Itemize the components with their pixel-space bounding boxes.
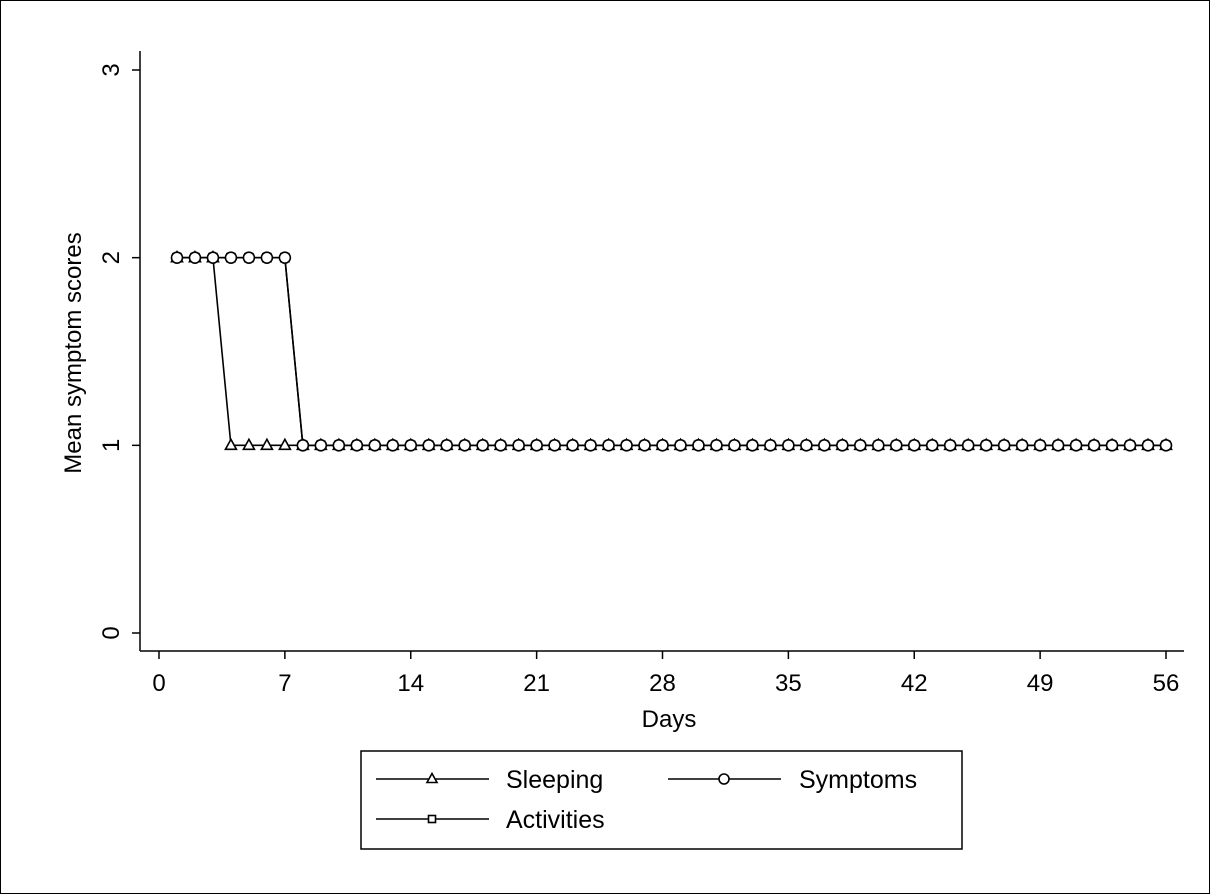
legend-label: Symptoms bbox=[799, 766, 917, 794]
circle-marker bbox=[566, 439, 579, 452]
y-tick-label: 2 bbox=[98, 251, 125, 264]
circle-marker bbox=[620, 439, 633, 452]
circle-marker bbox=[871, 439, 885, 452]
circle-marker bbox=[925, 439, 939, 452]
y-tick-label: 1 bbox=[98, 439, 125, 452]
circle-marker bbox=[332, 439, 346, 452]
x-tick-label: 0 bbox=[152, 670, 165, 697]
triangle-marker bbox=[425, 771, 439, 784]
circle-marker bbox=[710, 439, 723, 452]
circle-marker bbox=[764, 439, 777, 452]
circle-marker bbox=[170, 251, 184, 264]
series-symptoms bbox=[176, 256, 1166, 447]
circle-marker bbox=[782, 439, 795, 452]
circle-marker bbox=[368, 439, 382, 452]
circle-marker bbox=[943, 439, 957, 452]
circle-marker bbox=[278, 251, 292, 264]
circle-marker bbox=[692, 439, 705, 452]
circle-marker bbox=[548, 439, 561, 452]
series-sleeping bbox=[176, 256, 1166, 447]
triangle-marker bbox=[260, 437, 274, 451]
circle-marker bbox=[674, 439, 687, 452]
legend-item-sleeping: Sleeping bbox=[376, 766, 603, 794]
circle-marker bbox=[836, 439, 849, 452]
circle-marker bbox=[907, 439, 921, 452]
x-tick-label: 56 bbox=[1153, 670, 1180, 697]
circle-marker bbox=[458, 439, 471, 452]
circle-marker bbox=[476, 439, 489, 452]
circle-marker bbox=[1123, 439, 1137, 452]
circle-marker bbox=[1105, 439, 1119, 452]
triangle-marker bbox=[224, 437, 238, 451]
series-line bbox=[176, 256, 1166, 447]
legend-box bbox=[360, 750, 963, 850]
circle-marker bbox=[1159, 439, 1173, 452]
legend-item-activities: Activities bbox=[376, 806, 605, 834]
circle-marker bbox=[1069, 439, 1083, 452]
circle-marker bbox=[979, 439, 993, 452]
series-activities bbox=[176, 256, 1166, 447]
markers-symptoms bbox=[170, 251, 1173, 452]
circle-marker bbox=[440, 439, 454, 452]
circle-marker bbox=[854, 439, 867, 452]
circle-marker bbox=[1033, 439, 1047, 452]
x-tick-label: 49 bbox=[1027, 670, 1054, 697]
circle-marker bbox=[512, 439, 525, 452]
circle-marker bbox=[889, 439, 903, 452]
circle-marker bbox=[638, 439, 651, 452]
circle-marker bbox=[296, 439, 310, 452]
circle-marker bbox=[188, 251, 202, 264]
circle-marker bbox=[422, 439, 436, 452]
y-tick-label: 0 bbox=[98, 626, 125, 639]
x-tick-label: 28 bbox=[649, 670, 676, 697]
circle-marker bbox=[718, 773, 730, 785]
circle-marker bbox=[656, 439, 669, 452]
circle-marker bbox=[242, 251, 256, 264]
circle-marker bbox=[800, 439, 813, 452]
circle-marker bbox=[206, 251, 220, 264]
legend-label: Activities bbox=[506, 806, 605, 834]
series-line bbox=[176, 256, 1166, 447]
y-tick-label: 3 bbox=[98, 63, 125, 76]
legend: Sleeping Symptoms Activities bbox=[360, 750, 963, 850]
x-tick-label: 35 bbox=[775, 670, 802, 697]
markers-sleeping bbox=[170, 250, 1173, 451]
circle-marker bbox=[818, 439, 831, 452]
series-line bbox=[176, 256, 1166, 447]
legend-item-symptoms: Symptoms bbox=[668, 766, 917, 794]
x-tick-label: 21 bbox=[523, 670, 550, 697]
circle-marker bbox=[386, 439, 400, 452]
circle-marker bbox=[1015, 439, 1029, 452]
y-axis-label: Mean symptom scores bbox=[60, 232, 87, 473]
circle-marker bbox=[260, 251, 274, 264]
circle-marker bbox=[602, 439, 615, 452]
circle-marker bbox=[1141, 439, 1155, 452]
triangle-marker bbox=[278, 437, 292, 451]
axes: 0 7 14 21 28 35 42 49 56 0 1 2 3 bbox=[98, 51, 1184, 697]
circle-marker bbox=[728, 439, 741, 452]
circle-marker bbox=[961, 439, 975, 452]
markers-activities bbox=[172, 252, 1171, 451]
circle-marker bbox=[584, 439, 597, 452]
x-tick-label: 7 bbox=[278, 670, 291, 697]
circle-marker bbox=[314, 439, 328, 452]
square-marker bbox=[427, 814, 437, 824]
circle-marker bbox=[530, 439, 543, 452]
circle-marker bbox=[404, 439, 418, 452]
circle-marker bbox=[350, 439, 364, 452]
triangle-marker bbox=[242, 437, 256, 451]
circle-marker bbox=[1051, 439, 1065, 452]
circle-marker bbox=[224, 251, 238, 264]
circle-marker bbox=[1087, 439, 1101, 452]
series-layer bbox=[170, 250, 1173, 452]
x-axis-label: Days bbox=[642, 706, 697, 733]
x-tick-label: 42 bbox=[901, 670, 928, 697]
circle-marker bbox=[746, 439, 759, 452]
x-tick-label: 14 bbox=[397, 670, 424, 697]
legend-label: Sleeping bbox=[506, 766, 603, 794]
circle-marker bbox=[997, 439, 1011, 452]
circle-marker bbox=[494, 439, 507, 452]
